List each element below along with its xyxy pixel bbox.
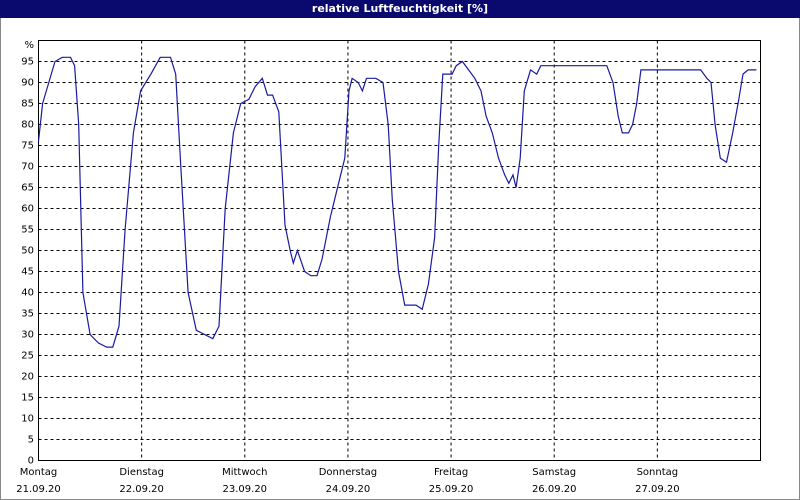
- x-tick-date: 21.09.20: [16, 484, 61, 495]
- title-bar: [0, 0, 800, 18]
- line-series: [37, 56, 757, 348]
- y-tick-label: 20: [21, 372, 34, 383]
- x-tick-label: Donnerstag: [319, 467, 377, 478]
- y-tick-label: 15: [21, 393, 34, 404]
- y-tick-label: 80: [21, 120, 34, 131]
- y-tick-label: 85: [21, 99, 34, 110]
- y-tick-label: 25: [21, 351, 34, 362]
- y-tick-label: 45: [21, 267, 34, 278]
- y-tick-label: 5: [28, 435, 34, 446]
- x-tick-date: 25.09.20: [429, 484, 474, 495]
- y-tick-label: 10: [21, 414, 34, 425]
- x-tick-date: 22.09.20: [119, 484, 164, 495]
- x-tick-label: Montag: [20, 467, 57, 478]
- y-tick-label: 70: [21, 162, 34, 173]
- x-tick-date: 23.09.20: [223, 484, 268, 495]
- x-tick-date: 27.09.20: [635, 484, 680, 495]
- x-tick-date: 24.09.20: [326, 484, 371, 495]
- y-tick-label: 75: [21, 141, 34, 152]
- x-tick-label: Sonntag: [637, 467, 679, 478]
- y-tick-label: 0: [28, 456, 34, 467]
- y-tick-label: 30: [21, 330, 34, 341]
- y-tick-label: 50: [21, 246, 34, 257]
- y-tick-label: 55: [21, 225, 34, 236]
- x-tick-date: 26.09.20: [532, 484, 577, 495]
- x-tick-label: Samstag: [532, 467, 576, 478]
- y-tick-label: 90: [21, 78, 34, 89]
- x-tick-label: Freitag: [434, 467, 468, 478]
- y-tick-label: 35: [21, 309, 34, 320]
- y-tick-label: 60: [21, 204, 34, 215]
- y-tick-label: 65: [21, 183, 34, 194]
- x-tick-label: Dienstag: [119, 467, 164, 478]
- y-tick-label: 40: [21, 288, 34, 299]
- chart-title: relative Luftfeuchtigkeit [%]: [312, 2, 488, 15]
- y-tick-label: 95: [21, 57, 34, 68]
- x-tick-label: Mittwoch: [222, 467, 267, 478]
- y-unit: %: [24, 40, 34, 51]
